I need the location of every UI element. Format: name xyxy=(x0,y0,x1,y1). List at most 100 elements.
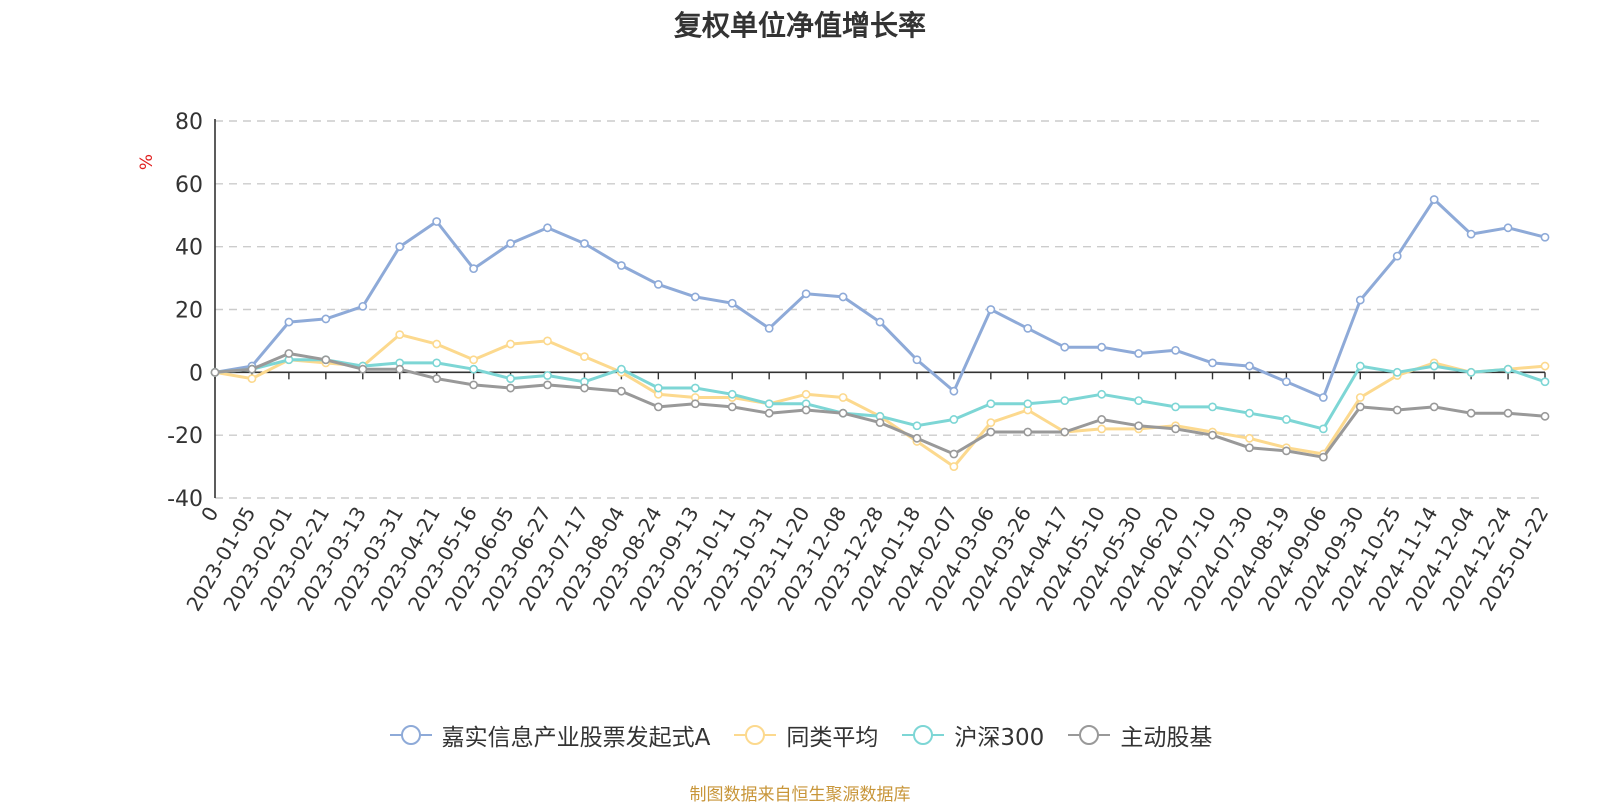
y-tick-label: 40 xyxy=(175,236,203,261)
data-point xyxy=(469,355,479,365)
data-point xyxy=(469,364,479,374)
data-point xyxy=(727,298,737,308)
data-point xyxy=(1023,323,1033,333)
legend-item-peer-average[interactable]: 同类平均 xyxy=(732,718,878,752)
data-point xyxy=(1392,405,1402,415)
legend-marker-fund-icon xyxy=(389,725,432,745)
legend-marker-peer-average-icon xyxy=(734,725,777,745)
data-point xyxy=(1171,424,1180,434)
data-point xyxy=(690,383,700,393)
y-tick-label: -20 xyxy=(167,424,203,449)
data-point xyxy=(1466,408,1476,418)
data-point xyxy=(1208,358,1217,368)
data-point xyxy=(210,367,220,377)
data-point xyxy=(949,386,959,396)
data-point xyxy=(1023,399,1033,409)
data-point xyxy=(469,264,479,274)
data-point xyxy=(986,418,996,427)
data-point xyxy=(1171,345,1180,355)
data-point xyxy=(653,383,663,393)
data-point xyxy=(1245,443,1254,453)
data-point xyxy=(432,358,442,368)
legend-item-active-equity[interactable]: 主动股基 xyxy=(1066,718,1212,752)
data-point xyxy=(1540,377,1550,387)
data-point xyxy=(912,355,922,365)
data-point xyxy=(1355,361,1365,371)
data-point xyxy=(1466,367,1476,377)
data-point xyxy=(1097,424,1107,434)
data-point xyxy=(764,399,774,409)
data-point xyxy=(1097,389,1107,399)
legend-item-csi300[interactable]: 沪深300 xyxy=(900,718,1044,752)
data-point xyxy=(395,242,405,252)
data-point xyxy=(580,352,589,362)
y-axis-label: % xyxy=(137,154,157,170)
y-tick-label: 80 xyxy=(175,110,203,135)
data-point xyxy=(247,364,257,374)
data-point xyxy=(1392,251,1402,261)
chart-title: 复权单位净值增长率 xyxy=(673,9,926,42)
data-point xyxy=(580,383,589,393)
data-point xyxy=(247,374,257,384)
data-point xyxy=(1208,430,1217,440)
data-point xyxy=(1540,411,1550,421)
legend-marker-active-equity-icon xyxy=(1068,725,1111,745)
legend-marker-csi300-icon xyxy=(902,725,945,745)
y-tick-label: 20 xyxy=(175,299,203,324)
data-point xyxy=(1503,223,1513,233)
data-point xyxy=(653,402,663,412)
data-point xyxy=(543,223,552,233)
data-point xyxy=(1023,427,1033,437)
data-point xyxy=(801,405,811,415)
data-point xyxy=(986,399,996,409)
data-point xyxy=(580,239,589,248)
data-point xyxy=(1060,396,1070,406)
data-point xyxy=(764,323,774,333)
data-point xyxy=(838,408,848,418)
series-line-0 xyxy=(213,198,1547,399)
data-point xyxy=(653,279,663,289)
data-point xyxy=(284,349,294,358)
data-point xyxy=(1208,402,1217,412)
data-point xyxy=(1318,424,1328,434)
data-source-note: 制图数据来自恒生聚源数据库 xyxy=(689,785,911,805)
data-point xyxy=(1245,408,1254,418)
data-point xyxy=(616,386,626,396)
data-point xyxy=(1134,396,1144,406)
data-point xyxy=(1503,364,1513,374)
data-point xyxy=(395,330,405,340)
data-point xyxy=(1281,377,1291,387)
data-point xyxy=(1281,446,1291,456)
data-point xyxy=(838,292,848,302)
data-point xyxy=(506,374,515,384)
legend-label-active-equity: 主动股基 xyxy=(1120,725,1213,751)
data-point xyxy=(1429,402,1439,412)
data-point xyxy=(912,421,922,431)
data-point xyxy=(1134,421,1144,431)
data-point xyxy=(432,339,442,349)
data-point xyxy=(690,292,700,302)
legend-label-csi300: 沪深300 xyxy=(954,725,1045,751)
data-point xyxy=(469,380,479,390)
data-point xyxy=(284,317,294,327)
data-point xyxy=(1392,367,1402,377)
data-point xyxy=(543,371,552,380)
data-point xyxy=(543,336,552,346)
data-point xyxy=(1503,408,1513,418)
series-line-1 xyxy=(213,333,1547,469)
data-point xyxy=(986,427,996,437)
data-point xyxy=(727,402,737,412)
data-point xyxy=(1429,195,1439,204)
data-point xyxy=(1171,402,1180,412)
data-point xyxy=(1097,342,1107,352)
data-point xyxy=(1540,361,1550,371)
data-point xyxy=(949,462,959,471)
data-point xyxy=(616,261,626,270)
data-point xyxy=(912,433,922,443)
data-point xyxy=(875,317,885,327)
data-point xyxy=(1429,361,1439,371)
data-point xyxy=(1318,452,1328,462)
legend-item-fund[interactable]: 嘉实信息产业股票发起式A xyxy=(388,718,710,752)
data-point xyxy=(1355,402,1365,412)
